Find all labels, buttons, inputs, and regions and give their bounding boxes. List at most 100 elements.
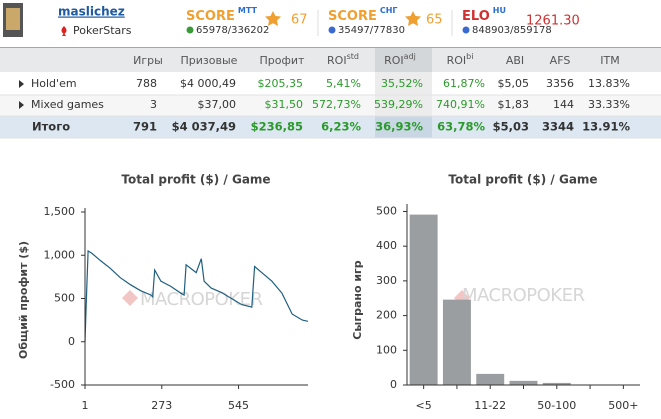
y-tick-label: 500 <box>376 204 397 217</box>
score-sup: СНГ <box>380 6 398 15</box>
rank-icon <box>186 26 194 34</box>
y-tick-label: 0 <box>390 378 397 391</box>
table-cell: 63,78% <box>437 120 485 134</box>
column-header-sup: std <box>347 52 359 61</box>
table-cell: 144 <box>553 98 574 111</box>
elo-value: 1261.30 <box>526 14 580 29</box>
elo-rank: 848903/859178 <box>472 25 552 36</box>
username[interactable]: maslichez <box>58 5 125 19</box>
score-rank: 35497/77830 <box>338 25 405 36</box>
watermark: MACROPOKER <box>462 285 584 306</box>
table-cell: 33.33% <box>588 98 630 111</box>
column-header-text: Профит <box>260 54 306 67</box>
table-cell: $236,85 <box>251 120 303 134</box>
column-header: ROIbi <box>447 52 474 68</box>
table-cell: $5,05 <box>498 77 530 90</box>
score-sup: MTT <box>238 6 258 15</box>
x-tick-label: 500+ <box>608 399 638 412</box>
room-icon <box>61 26 67 36</box>
watermark: MACROPOKER <box>140 289 262 310</box>
table-cell: $205,35 <box>258 77 304 90</box>
column-header: ABI <box>506 54 524 67</box>
score-rank: 65978/336202 <box>196 25 269 36</box>
bar <box>509 380 538 385</box>
score-label: SCORE MTT <box>186 6 257 24</box>
expand-icon[interactable] <box>19 80 24 88</box>
table-cell: 788 <box>136 77 157 90</box>
star-icon <box>265 11 281 26</box>
row-label: Mixed games <box>31 98 104 111</box>
x-tick-label: <5 <box>416 399 432 412</box>
x-tick-label: 273 <box>151 399 172 412</box>
table-cell: $5,03 <box>493 120 529 134</box>
x-tick-label: 1 <box>82 399 89 412</box>
table-cell: $4 037,49 <box>172 120 236 134</box>
y-tick-label: 1,000 <box>44 248 76 261</box>
table-cell: 13.83% <box>588 77 630 90</box>
column-header: ROIstd <box>327 52 359 68</box>
column-header-text: ROI <box>327 54 347 67</box>
table-cell: 61,87% <box>443 77 485 90</box>
table-cell: 13.91% <box>582 120 630 134</box>
column-header: Призовые <box>181 54 238 67</box>
y-tick-label: 100 <box>376 343 397 356</box>
elo-sup: HU <box>493 6 506 15</box>
column-header: ITM <box>600 54 619 67</box>
total-label: Итого <box>32 120 70 134</box>
table-cell: 572,73% <box>312 98 361 111</box>
y-tick-label: 0 <box>68 335 75 348</box>
chart-title: Total profit ($) / Game <box>121 173 270 187</box>
avatar-face <box>6 8 20 30</box>
column-header-text: ROI <box>384 54 404 67</box>
table-cell: 35,52% <box>381 77 423 90</box>
profit-line <box>84 249 309 342</box>
table-cell: $37,00 <box>198 98 237 111</box>
expand-icon[interactable] <box>19 101 24 109</box>
column-header: Профит <box>260 54 306 67</box>
column-header: AFS <box>550 54 571 67</box>
highlight-col <box>375 72 432 116</box>
bar <box>409 214 438 385</box>
y-tick-label: 500 <box>54 292 75 305</box>
column-header-text: ABI <box>506 54 524 67</box>
table-cell: 36,93% <box>375 120 423 134</box>
table-cell: 791 <box>133 120 157 134</box>
y-tick-label: 300 <box>376 274 397 287</box>
score-label: SCORE СНГ <box>328 6 398 24</box>
row-bg <box>0 95 661 116</box>
column-header-text: Призовые <box>181 54 238 67</box>
table-cell: $4 000,49 <box>180 77 236 90</box>
table-cell: $31,50 <box>265 98 304 111</box>
table-cell: 3356 <box>546 77 574 90</box>
y-axis-label: Общий профит ($) <box>17 241 30 359</box>
y-tick-label: 200 <box>376 309 397 322</box>
row-label: Hold'em <box>31 77 77 90</box>
table-cell: $1,83 <box>498 98 530 111</box>
column-header-sup: bi <box>466 52 473 61</box>
column-header: Игры <box>133 54 163 67</box>
highlight-col-header <box>375 48 432 72</box>
elo-label: ELO HU <box>462 6 506 24</box>
column-header-text: ROI <box>447 54 467 67</box>
score-label-text: SCORE <box>328 9 377 24</box>
x-tick-label: 11-22 <box>474 399 506 412</box>
x-tick-label: 50-100 <box>537 399 576 412</box>
rank-icon <box>328 26 336 34</box>
y-tick-label: 400 <box>376 239 397 252</box>
total-row-bg <box>0 116 661 138</box>
y-axis-label: Сыграно игр <box>351 260 364 340</box>
table-cell: 3 <box>150 98 157 111</box>
bar <box>442 299 471 385</box>
table-cell: 3344 <box>542 120 574 134</box>
table-cell: 5,41% <box>326 77 361 90</box>
table-header-bg <box>0 48 661 72</box>
table-cell: 6,23% <box>321 120 361 134</box>
y-tick-label: -500 <box>50 378 75 391</box>
column-header-sup: adj <box>404 52 416 61</box>
bar <box>476 373 505 385</box>
y-tick-label: 1,500 <box>44 205 76 218</box>
table-cell: 539,29% <box>374 98 423 111</box>
column-header: ROIadj <box>384 52 416 68</box>
score-value: 67 <box>291 13 308 28</box>
